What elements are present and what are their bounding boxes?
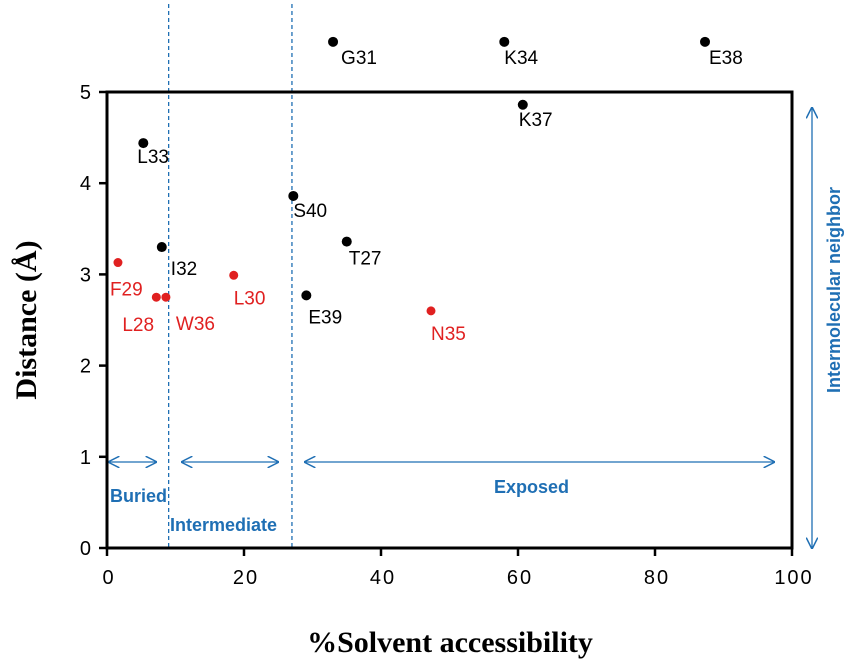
y-tick-label: 1 — [80, 447, 93, 469]
point — [288, 190, 299, 201]
x-tick-label: 20 — [233, 567, 259, 589]
y-tick-label: 2 — [80, 356, 93, 378]
x-tick-label: 40 — [370, 567, 396, 589]
point — [700, 36, 711, 47]
point-label: L33 — [137, 147, 169, 168]
point-label: F29 — [110, 280, 143, 301]
point-label: I32 — [171, 259, 197, 280]
point — [138, 138, 149, 149]
point-label: K34 — [504, 48, 538, 69]
annotation: Intermolecular neighbor — [824, 187, 844, 393]
point — [151, 292, 161, 302]
x-tick-label: 80 — [644, 567, 670, 589]
point — [113, 258, 123, 268]
x-axis-title: %Solvent accessibility — [307, 626, 593, 659]
region-arrows — [109, 108, 812, 548]
point — [426, 306, 436, 316]
annotation: Intermediate — [170, 515, 277, 535]
point — [499, 36, 510, 47]
x-tick-label: 0 — [102, 567, 115, 589]
y-tick-label: 4 — [80, 173, 93, 195]
point — [341, 236, 352, 247]
point-label: E38 — [709, 48, 743, 69]
x-tick-label: 60 — [507, 567, 533, 589]
point — [229, 270, 239, 280]
y-axis-title: Distance (Å) — [10, 240, 43, 399]
x-tick-label: 100 — [774, 567, 813, 589]
point — [301, 290, 312, 301]
point-label: E39 — [308, 307, 342, 328]
point-label: G31 — [341, 48, 377, 69]
annotation: Exposed — [494, 477, 569, 497]
point-label: N35 — [431, 324, 466, 345]
annotation: Buried — [110, 486, 167, 506]
point — [517, 99, 528, 110]
point — [328, 36, 339, 47]
point-label: T27 — [349, 249, 382, 270]
point-label: L28 — [122, 315, 154, 336]
plot-frame — [105, 90, 794, 550]
point-label: K37 — [519, 110, 553, 131]
y-tick-label: 5 — [80, 82, 93, 104]
point-label: L30 — [234, 288, 266, 309]
point-label: S40 — [293, 201, 327, 222]
y-tick-label: 3 — [80, 264, 93, 286]
point-label: W36 — [176, 314, 215, 335]
y-tick-label: 0 — [80, 538, 93, 560]
point — [156, 242, 167, 253]
point — [161, 292, 171, 302]
